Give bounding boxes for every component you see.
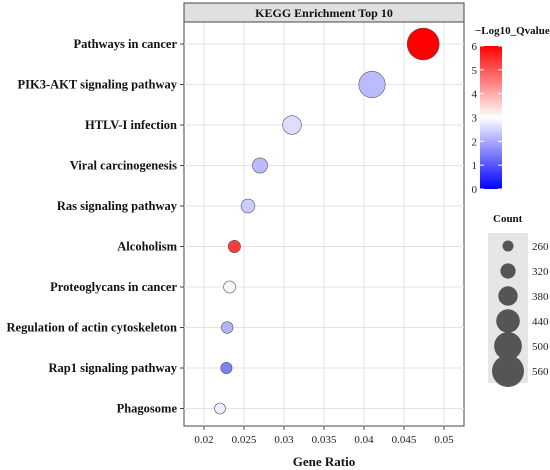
- size-legend-circle: [492, 355, 524, 387]
- category-label: Phagosome: [117, 402, 178, 416]
- colorbar-tick-label: 3: [472, 113, 478, 125]
- x-tick-label: 0.035: [312, 434, 337, 446]
- category-label: Viral carcinogenesis: [70, 159, 177, 173]
- x-tick-label: 0.05: [434, 434, 454, 446]
- size-legend-label: 560: [532, 366, 549, 378]
- size-legend-title: Count: [493, 213, 523, 225]
- data-point: [227, 240, 241, 254]
- data-point: [220, 362, 233, 374]
- color-legend-title: −Log10_Qvalue: [475, 25, 550, 37]
- size-legend-circle: [498, 286, 518, 306]
- data-point: [221, 321, 234, 334]
- x-tick-label: 0.025: [232, 434, 257, 446]
- colorbar-tick-label: 1: [472, 160, 478, 172]
- data-point: [406, 27, 440, 61]
- colorbar-tick-label: 2: [472, 136, 478, 148]
- x-tick-label: 0.045: [392, 434, 417, 446]
- size-legend-circle: [496, 309, 520, 333]
- chart-title: KEGG Enrichment Top 10: [255, 6, 393, 20]
- category-label: Rap1 signaling pathway: [48, 361, 177, 375]
- category-label: HTLV-I infection: [85, 118, 177, 132]
- category-label: Ras signaling pathway: [57, 199, 178, 213]
- size-legend-label: 260: [532, 241, 549, 253]
- data-point: [223, 280, 236, 294]
- size-legend-circle: [502, 240, 514, 252]
- size-legend-circle: [500, 263, 516, 279]
- data-points: [214, 27, 440, 415]
- title-strip: [183, 2, 465, 23]
- size-legend-label: 440: [532, 316, 549, 328]
- color-legend-ticks: 0 1 2 3 4 5 6: [472, 41, 502, 196]
- data-point: [240, 198, 256, 214]
- category-label: Regulation of actin cytoskeleton: [7, 321, 178, 335]
- x-tick-label: 0.02: [194, 434, 213, 446]
- size-legend-circle: [494, 332, 522, 360]
- color-legend-bar: [480, 46, 502, 189]
- x-tick-label: 0.04: [354, 434, 374, 446]
- data-point: [358, 71, 386, 99]
- category-label: Pathways in cancer: [74, 37, 178, 51]
- size-legend-label: 320: [532, 266, 549, 278]
- x-axis-ticks: 0.02 0.025 0.03 0.035 0.04 0.045 0.05: [194, 426, 454, 446]
- colorbar-tick-label: 0: [472, 184, 478, 196]
- data-point: [214, 402, 226, 415]
- data-point: [252, 157, 268, 174]
- category-label: Proteoglycans in cancer: [50, 280, 177, 294]
- size-legend-label: 380: [532, 291, 549, 303]
- category-label: PIK3-AKT signaling pathway: [17, 78, 177, 92]
- colorbar-tick-label: 6: [472, 41, 478, 53]
- colorbar-tick-label: 5: [472, 65, 478, 77]
- colorbar-tick-label: 4: [472, 89, 478, 101]
- size-legend-label: 500: [532, 341, 549, 353]
- x-tick-label: 0.03: [274, 434, 294, 446]
- category-labels: Pathways in cancer PIK3-AKT signaling pat…: [7, 37, 184, 416]
- category-label: Alcoholism: [117, 240, 177, 254]
- x-axis-title: Gene Ratio: [293, 454, 355, 469]
- size-legend-items: 260 320 380 440 500 560: [492, 240, 549, 387]
- data-point: [282, 115, 302, 135]
